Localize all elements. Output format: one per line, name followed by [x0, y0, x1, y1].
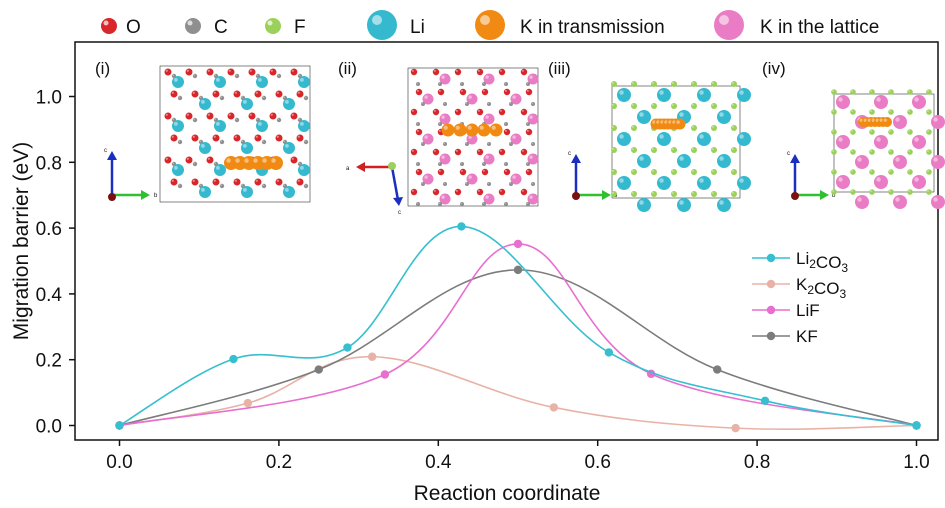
panel-label: (i)	[95, 59, 110, 78]
atom-legend-f: F	[265, 17, 306, 38]
data-point	[513, 265, 523, 275]
atom-legend-label: Li	[410, 17, 425, 38]
atom-highlight-icon	[719, 15, 729, 25]
legend-item-k2co3: K2CO3	[752, 275, 847, 301]
atom-highlight-icon	[103, 20, 109, 26]
atom-legend-k-transmission: K in transmission	[475, 10, 665, 40]
data-point	[713, 365, 722, 374]
y-tick-label: 0.4	[36, 285, 63, 306]
atom-highlight-icon	[372, 15, 382, 25]
legend-label: LiF	[796, 301, 820, 320]
data-point	[549, 403, 559, 412]
atom-legend-c: C	[185, 17, 228, 38]
atom-highlight-icon	[480, 15, 490, 25]
lithium-atom-icon	[367, 10, 397, 40]
atom-legend: O C F Li K in transmission K in the latt…	[101, 10, 879, 40]
series-li2co3	[115, 222, 921, 430]
y-tick-label: 1.0	[36, 88, 62, 109]
x-axis: 0.0 0.2 0.4 0.6 0.8 1.0	[106, 440, 930, 473]
x-axis-title: Reaction coordinate	[414, 482, 601, 505]
svg-text:a: a	[346, 166, 350, 172]
atom-legend-li: Li	[367, 10, 425, 40]
data-point	[343, 343, 352, 352]
data-point	[243, 398, 253, 408]
potassium-lattice-atom-icon	[714, 10, 744, 40]
atom-legend-label: F	[294, 17, 306, 38]
legend-marker	[766, 253, 776, 263]
atom-legend-label: K in the lattice	[760, 17, 879, 38]
data-point	[912, 421, 921, 430]
axis-indicator-i: c b	[104, 148, 158, 201]
y-axis-title: Migration barrier (eV)	[10, 142, 33, 340]
x-tick-label: 0.6	[584, 452, 610, 473]
fluorine-atom-icon	[265, 18, 281, 34]
svg-text:c: c	[398, 210, 401, 216]
series-line	[119, 355, 917, 430]
panel-label: (iv)	[762, 59, 786, 78]
legend-marker	[766, 279, 776, 289]
data-point	[731, 423, 740, 433]
svg-text:c: c	[104, 148, 107, 154]
legend-marker	[766, 305, 776, 315]
data-point	[380, 370, 390, 379]
panel-label: (ii)	[338, 59, 357, 78]
data-point	[513, 239, 523, 249]
data-point	[229, 354, 238, 364]
legend-label: K2CO3	[796, 275, 847, 301]
y-tick-label: 0.6	[36, 219, 62, 240]
x-tick-label: 1.0	[903, 452, 929, 473]
data-point	[457, 222, 466, 231]
legend-label: KF	[796, 327, 818, 346]
atom-legend-label: K in transmission	[520, 17, 665, 38]
atom-legend-label: O	[126, 17, 141, 38]
y-tick-label: 0.8	[36, 153, 62, 174]
plot-frame	[74, 41, 939, 441]
svg-text:c: c	[568, 151, 571, 157]
atom-legend-label: C	[214, 17, 228, 38]
svg-text:b: b	[154, 193, 158, 199]
x-tick-label: 0.2	[266, 452, 292, 473]
axis-indicator-iv: c b	[787, 151, 836, 200]
legend-item-lif: LiF	[752, 301, 820, 320]
oxygen-atom-icon	[101, 18, 117, 34]
svg-text:b: b	[832, 193, 836, 199]
data-point	[367, 352, 377, 361]
x-tick-label: 0.4	[425, 452, 452, 473]
atom-highlight-icon	[187, 20, 193, 26]
y-tick-label: 0.0	[36, 417, 62, 438]
data-point	[314, 365, 323, 374]
legend-marker	[766, 331, 776, 341]
potassium-transmission-atom-icon	[475, 10, 505, 40]
axis-indicator-iii: c b	[568, 151, 618, 200]
atom-legend-o: O	[101, 17, 141, 38]
legend-label: Li2CO3	[796, 249, 848, 275]
panel-label: (iii)	[548, 59, 571, 78]
y-axis: 0.0 0.2 0.4 0.6 0.8 1.0	[36, 88, 75, 438]
legend-item-kf: KF	[752, 327, 818, 346]
atom-legend-k-lattice: K in the lattice	[714, 10, 879, 40]
structure-panels: (i) (ii) (iii) (iv) c b a c	[95, 59, 945, 216]
axis-indicator-ii: a c	[346, 162, 403, 216]
atom-highlight-icon	[267, 20, 273, 26]
series-layer	[115, 222, 921, 433]
data-point	[760, 396, 770, 406]
y-tick-label: 0.2	[36, 351, 62, 372]
data-point	[115, 421, 124, 430]
carbon-atom-icon	[185, 18, 201, 34]
x-tick-label: 0.8	[744, 452, 770, 473]
crystal-structure-images	[159, 65, 945, 212]
svg-text:c: c	[787, 151, 790, 157]
legend-item-li2co3: Li2CO3	[752, 249, 848, 275]
x-tick-label: 0.0	[106, 452, 132, 473]
series-k2co3	[115, 352, 921, 433]
data-point	[604, 348, 614, 357]
